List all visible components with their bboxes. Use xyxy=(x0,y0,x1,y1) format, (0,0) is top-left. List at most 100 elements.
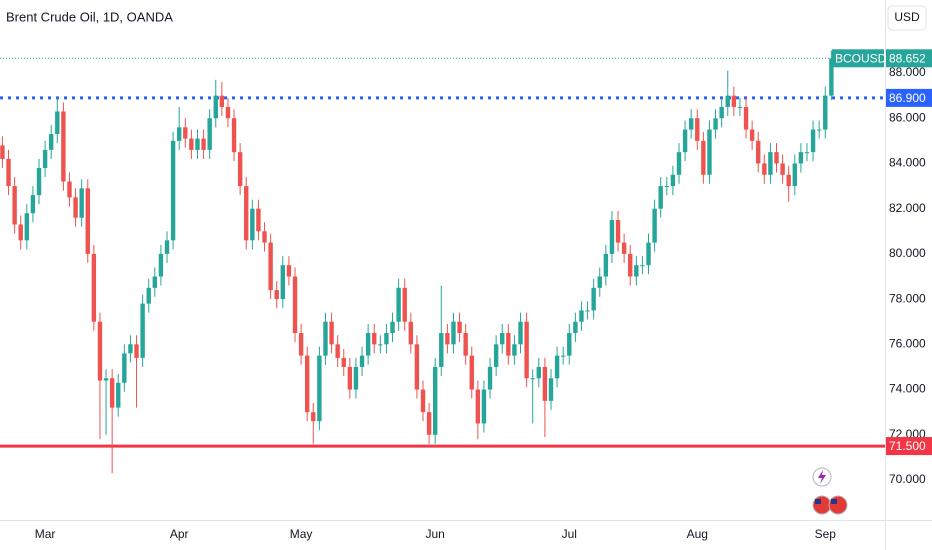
candle-body xyxy=(274,290,279,300)
candle-body xyxy=(97,321,103,381)
candle-body xyxy=(536,366,542,379)
candle xyxy=(762,154,767,184)
candle-body xyxy=(30,195,36,214)
candle xyxy=(652,199,657,252)
candle xyxy=(304,346,310,422)
candle xyxy=(201,129,206,159)
chart-title: Brent Crude Oil, 1D, OANDA xyxy=(6,9,173,24)
candle xyxy=(432,357,438,444)
event-icons xyxy=(812,467,848,515)
candle xyxy=(30,186,36,223)
candle-body xyxy=(688,118,694,130)
candle xyxy=(116,373,121,417)
candle xyxy=(128,335,133,363)
candle-body xyxy=(189,138,194,150)
candle xyxy=(664,177,669,196)
candle xyxy=(158,244,164,286)
candle-body xyxy=(487,366,493,390)
candle-body xyxy=(585,310,590,312)
candle-body xyxy=(615,219,621,243)
candle-body xyxy=(67,181,72,198)
candle-body xyxy=(250,208,255,241)
candle xyxy=(792,154,797,196)
candle xyxy=(91,244,97,331)
candle xyxy=(73,188,78,227)
flag-canton xyxy=(831,499,837,504)
candle-body xyxy=(195,138,200,150)
candle-body xyxy=(646,242,651,266)
candle-body xyxy=(213,95,218,119)
candle xyxy=(481,380,487,433)
candle xyxy=(152,267,158,297)
candle-body xyxy=(0,145,5,159)
candle xyxy=(439,285,444,376)
candle xyxy=(262,222,267,252)
candle xyxy=(426,403,432,444)
currency-label[interactable]: USD xyxy=(894,10,920,24)
candle-body xyxy=(353,366,359,390)
candle xyxy=(451,312,456,354)
candle-body xyxy=(219,95,225,107)
flag-icon[interactable] xyxy=(812,495,832,515)
level-badge xyxy=(886,437,932,456)
x-tick-label: Jun xyxy=(426,527,445,541)
candle xyxy=(823,86,828,139)
candle-body xyxy=(426,412,432,435)
candle-body xyxy=(518,321,523,345)
candle-body xyxy=(347,366,353,390)
candle xyxy=(707,120,712,184)
candle-body xyxy=(774,152,779,164)
currency-button[interactable] xyxy=(887,5,927,31)
flag-canton xyxy=(815,499,821,504)
y-tick-label: 74.000 xyxy=(889,382,926,396)
candle xyxy=(231,109,237,162)
candle-body xyxy=(506,333,511,356)
candle-body xyxy=(286,265,292,277)
candle xyxy=(414,335,420,399)
candle xyxy=(542,357,548,438)
candle-body xyxy=(164,240,170,254)
candle xyxy=(701,131,706,184)
candle xyxy=(560,346,566,365)
candle-body xyxy=(146,287,151,304)
x-tick-label: Mar xyxy=(35,527,56,541)
candle xyxy=(256,199,261,241)
candle-body xyxy=(262,231,267,243)
level-badge xyxy=(886,88,932,107)
candle xyxy=(213,79,218,128)
candle xyxy=(463,323,468,365)
y-tick-label: 70.000 xyxy=(889,472,926,486)
candle-body xyxy=(109,378,115,408)
x-tick-label: Apr xyxy=(170,527,189,541)
candle xyxy=(756,131,761,173)
candle-body xyxy=(378,344,383,346)
candle-body xyxy=(463,333,468,356)
candle xyxy=(646,233,651,275)
candle-body xyxy=(439,333,444,367)
candle xyxy=(286,256,292,286)
candle xyxy=(323,312,328,365)
candle xyxy=(487,357,493,399)
candle xyxy=(731,86,737,116)
candle-body xyxy=(457,321,462,334)
candle-body xyxy=(658,186,663,209)
candle-body xyxy=(158,253,164,277)
candle-body xyxy=(207,118,212,150)
candle-body xyxy=(176,127,182,141)
candle-body xyxy=(414,344,420,390)
candle xyxy=(713,109,718,139)
candle xyxy=(237,143,243,196)
candle xyxy=(341,348,346,376)
candle xyxy=(780,154,785,184)
flag-icon[interactable] xyxy=(828,495,848,515)
candle xyxy=(55,97,60,144)
candle xyxy=(292,267,298,343)
candle xyxy=(12,177,17,234)
candle-body xyxy=(365,333,371,356)
candle-body xyxy=(122,353,127,383)
candle xyxy=(567,323,572,365)
candle xyxy=(207,109,212,159)
candle-body xyxy=(298,333,304,356)
candle-body xyxy=(579,310,584,322)
